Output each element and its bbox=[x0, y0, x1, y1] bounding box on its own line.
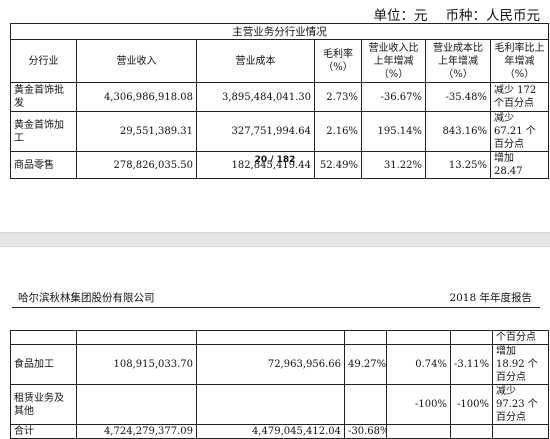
table-row: 黄金首饰加工 29,551,389.31 327,751,994.64 2.16… bbox=[10, 111, 549, 152]
column-header: 毛利率比上年增减（%） bbox=[490, 39, 549, 83]
cost-change-cell: 13.25% bbox=[425, 151, 491, 179]
table-row: 租赁业务及其他 -100% -100% 减少 97.23 个百分点 bbox=[10, 384, 549, 425]
margin-cell: -30.68% bbox=[344, 424, 387, 439]
currency-label: 币种：人民币元 bbox=[445, 8, 541, 24]
table-row: 食品加工 108,915,033.70 72,963,956.66 49.27%… bbox=[10, 344, 549, 385]
revenue-cell: 108,915,033.70 bbox=[76, 344, 197, 385]
cost-change-cell: 843.16% bbox=[425, 111, 491, 152]
cost-change-cell bbox=[450, 424, 493, 439]
cost-change-cell: -35.48% bbox=[425, 82, 491, 112]
margin-cell: 2.16% bbox=[314, 111, 362, 152]
empty-cell bbox=[10, 330, 77, 345]
margin-change-cell: 减少 67.21 个百分点 bbox=[490, 111, 549, 152]
header-rule bbox=[12, 307, 540, 308]
page-number: 20 / 182 bbox=[254, 155, 296, 165]
cost-cell bbox=[196, 384, 345, 425]
revenue-cell bbox=[76, 384, 197, 425]
empty-cell bbox=[196, 330, 345, 345]
cost-change-cell: -3.11% bbox=[450, 344, 493, 385]
revenue-cell: 29,551,389.31 bbox=[76, 111, 197, 152]
table-caption-row: 主营业务分行业情况 bbox=[10, 23, 549, 40]
industry-table: 主营业务分行业情况 分行业 营业收入 营业成本 毛利率（%） 营业收入比上年增减… bbox=[10, 23, 549, 179]
margin-change-cell: 减少 172 个百分点 bbox=[490, 82, 549, 112]
revenue-change-cell: 0.74% bbox=[386, 344, 451, 385]
industry-cell: 商品零售 bbox=[10, 151, 77, 179]
page-break-divider bbox=[0, 232, 550, 247]
company-name: 哈尔滨秋林集团股份有限公司 bbox=[18, 292, 155, 304]
revenue-cell: 4,724,279,377.09 bbox=[76, 424, 197, 439]
table-caption: 主营业务分行业情况 bbox=[10, 23, 549, 40]
empty-cell bbox=[450, 330, 493, 345]
industry-cell: 黄金首饰批发 bbox=[10, 82, 77, 112]
industry-cell: 租赁业务及其他 bbox=[10, 384, 77, 425]
cost-cell: 72,963,956.66 bbox=[196, 344, 345, 385]
margin-cell bbox=[344, 384, 387, 425]
revenue-change-cell: -36.67% bbox=[361, 82, 426, 112]
cost-change-cell: -100% bbox=[450, 384, 493, 425]
empty-cell bbox=[344, 330, 387, 345]
table-row: 个百分点 bbox=[10, 330, 549, 345]
column-header: 营业收入 bbox=[76, 39, 197, 83]
column-header: 分行业 bbox=[10, 39, 77, 83]
empty-cell bbox=[76, 330, 197, 345]
column-header: 营业收入比上年增减（%） bbox=[361, 39, 426, 83]
unit-label: 单位：元 bbox=[373, 8, 428, 24]
revenue-change-cell: 31.22% bbox=[361, 151, 426, 179]
revenue-cell: 4,306,986,918.08 bbox=[76, 82, 197, 112]
column-header: 毛利率（%） bbox=[314, 39, 362, 83]
table-row: 合计 4,724,279,377.09 4,479,045,412.04 -30… bbox=[10, 424, 549, 439]
table-row: 黄金首饰批发 4,306,986,918.08 3,895,484,041.30… bbox=[10, 82, 549, 112]
column-header: 营业成本比上年增减（%） bbox=[425, 39, 491, 83]
revenue-change-cell: 195.14% bbox=[361, 111, 426, 152]
revenue-change-cell: -100% bbox=[386, 384, 451, 425]
cost-cell: 182,845,419.44 bbox=[196, 151, 315, 179]
revenue-change-cell bbox=[386, 424, 451, 439]
margin-change-cell: 个百分点 bbox=[492, 330, 549, 345]
margin-cell: 2.73% bbox=[314, 82, 362, 112]
margin-cell: 52.49% bbox=[314, 151, 362, 179]
industry-cell: 食品加工 bbox=[10, 344, 77, 385]
cost-cell: 327,751,994.64 bbox=[196, 111, 315, 152]
cost-cell: 4,479,045,412.04 bbox=[196, 424, 345, 439]
industry-cell: 黄金首饰加工 bbox=[10, 111, 77, 152]
margin-change-cell: 增加 28.47 bbox=[490, 151, 549, 179]
revenue-cell: 278,826,035.50 bbox=[76, 151, 197, 179]
empty-cell bbox=[386, 330, 451, 345]
industry-table-continued: 个百分点 食品加工 108,915,033.70 72,963,956.66 4… bbox=[10, 330, 549, 439]
margin-change-cell bbox=[492, 424, 549, 439]
table-header-row: 分行业 营业收入 营业成本 毛利率（%） 营业收入比上年增减（%） 营业成本比上… bbox=[10, 39, 549, 83]
column-header: 营业成本 bbox=[196, 39, 315, 83]
unit-line: 单位：元 币种：人民币元 bbox=[374, 4, 541, 24]
report-year: 2018 年年度报告 bbox=[449, 292, 532, 304]
margin-change-cell: 增加 18.92 个百分点 bbox=[492, 344, 549, 385]
cost-cell: 3,895,484,041.30 bbox=[196, 82, 315, 112]
margin-cell: 49.27% bbox=[344, 344, 387, 385]
margin-change-cell: 减少 97.23 个百分点 bbox=[492, 384, 549, 425]
industry-cell: 合计 bbox=[10, 424, 77, 439]
table-row: 商品零售 278,826,035.50 182,845,419.44 52.49… bbox=[10, 151, 549, 179]
